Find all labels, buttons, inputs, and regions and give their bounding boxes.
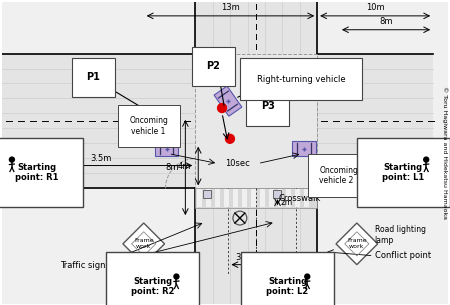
- Text: Starting
point: L1: Starting point: L1: [382, 163, 424, 182]
- Circle shape: [225, 134, 234, 143]
- Text: Starting
point: R1: Starting point: R1: [15, 163, 58, 182]
- Text: Frame
work: Frame work: [134, 239, 153, 249]
- Bar: [295, 189, 300, 207]
- Bar: [260, 189, 265, 207]
- Bar: [195, 188, 317, 208]
- Bar: [195, 54, 317, 188]
- Text: Road lighting
lamp: Road lighting lamp: [375, 225, 426, 245]
- Circle shape: [9, 157, 14, 162]
- Text: P2: P2: [206, 61, 220, 71]
- Text: © Toru Hagiwara and Hidekatsu Hamaoka: © Toru Hagiwara and Hidekatsu Hamaoka: [442, 86, 448, 219]
- Text: 4m: 4m: [178, 162, 191, 171]
- Text: Conflict point: Conflict point: [375, 251, 431, 260]
- Text: Traffic signal: Traffic signal: [60, 261, 113, 270]
- Polygon shape: [336, 223, 378, 265]
- Text: 3.5m: 3.5m: [266, 253, 287, 262]
- Text: Starting
point: R2: Starting point: R2: [131, 277, 175, 296]
- Circle shape: [148, 112, 157, 120]
- Text: Starting
point: L2: Starting point: L2: [266, 277, 309, 296]
- Polygon shape: [214, 86, 242, 116]
- Text: P3: P3: [261, 101, 274, 111]
- Text: 2m: 2m: [280, 198, 293, 207]
- Text: 8m: 8m: [165, 163, 178, 172]
- Text: Oncoming
vehicle 2: Oncoming vehicle 2: [319, 166, 358, 185]
- Text: 3m: 3m: [236, 253, 249, 262]
- Polygon shape: [155, 141, 178, 156]
- Text: 10m: 10m: [366, 3, 384, 12]
- Bar: [197, 189, 202, 207]
- Bar: [203, 190, 211, 198]
- Bar: [278, 189, 283, 207]
- Bar: [233, 189, 238, 207]
- Polygon shape: [123, 223, 165, 265]
- Text: 10sec: 10sec: [225, 159, 250, 168]
- Text: Right-turning vehicle: Right-turning vehicle: [257, 75, 346, 84]
- Text: 3.5m: 3.5m: [90, 153, 112, 163]
- Circle shape: [305, 274, 310, 279]
- Bar: [215, 189, 220, 207]
- Text: 8m: 8m: [379, 17, 393, 26]
- Bar: [242, 189, 247, 207]
- Circle shape: [424, 157, 429, 162]
- Bar: [195, 54, 317, 188]
- Bar: [273, 190, 280, 198]
- Bar: [206, 189, 211, 207]
- Bar: [195, 2, 317, 304]
- Bar: [224, 189, 229, 207]
- Text: P1: P1: [86, 72, 100, 82]
- Text: Frame
work: Frame work: [347, 239, 367, 249]
- Bar: [287, 189, 292, 207]
- Circle shape: [217, 104, 226, 113]
- Bar: [251, 189, 256, 207]
- Circle shape: [174, 274, 179, 279]
- Bar: [2, 54, 433, 188]
- Bar: [304, 189, 309, 207]
- Text: Crosswalk: Crosswalk: [278, 194, 320, 203]
- Bar: [269, 189, 274, 207]
- Text: Oncoming
vehicle 1: Oncoming vehicle 1: [129, 116, 168, 136]
- Polygon shape: [292, 141, 316, 156]
- Text: 13m: 13m: [221, 3, 240, 12]
